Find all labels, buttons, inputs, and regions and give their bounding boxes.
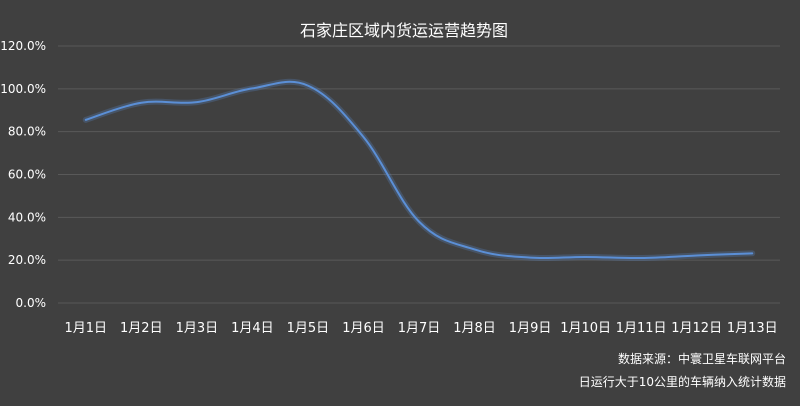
data-point [307,85,309,87]
data-point [696,254,698,257]
y-tick-label: 40.0% [8,210,46,224]
x-tick-label: 1月9日 [509,321,552,336]
series-line-glow [82,78,756,262]
y-tick-label: 80.0% [8,125,46,139]
x-tick-label: 1月8日 [453,321,496,336]
data-point [196,101,198,103]
x-tick-label: 1月12日 [671,321,722,336]
source-note: 数据来源：中寰卫星车联网平台 [618,351,786,366]
x-tick-label: 1月3日 [176,321,219,336]
data-point [640,257,642,259]
x-tick-label: 1月6日 [342,321,385,336]
y-axis: 0.0% 20.0% 40.0% 60.0% 80.0% 100.0% 120.0% [0,39,46,310]
x-tick-label: 1月7日 [398,321,441,336]
definition-note: 日运行大于10公里的车辆纳入统计数据 [579,374,786,389]
x-tick-label: 1月10日 [560,321,611,336]
data-point [140,102,142,104]
x-tick-label: 1月13日 [727,321,778,336]
y-tick-label: 20.0% [8,253,46,267]
x-tick-label: 1月4日 [231,321,274,336]
x-tick-label: 1月2日 [120,321,163,336]
chart-title: 石家庄区域内货运运营趋势图 [300,21,508,40]
data-point [418,221,420,223]
y-tick-label: 100.0% [0,82,46,96]
data-point [473,248,476,251]
data-point [529,256,531,259]
data-point [362,136,365,138]
data-point [751,252,753,254]
series-line [84,80,754,260]
y-tick-label: 120.0% [0,39,46,53]
x-tick-label: 1月11日 [616,321,667,336]
series [82,78,756,262]
x-axis: 1月1日 1月2日 1月3日 1月4日 1月5日 1月6日 1月7日 1月8日 1月9日 1月10… [64,321,777,336]
grid [58,45,780,304]
x-tick-label: 1月1日 [64,321,107,336]
y-tick-label: 0.0% [16,296,47,310]
y-tick-label: 60.0% [8,168,46,182]
x-tick-label: 1月5日 [287,321,330,336]
data-point [85,119,87,121]
data-point [251,87,253,90]
data-point [585,256,587,258]
